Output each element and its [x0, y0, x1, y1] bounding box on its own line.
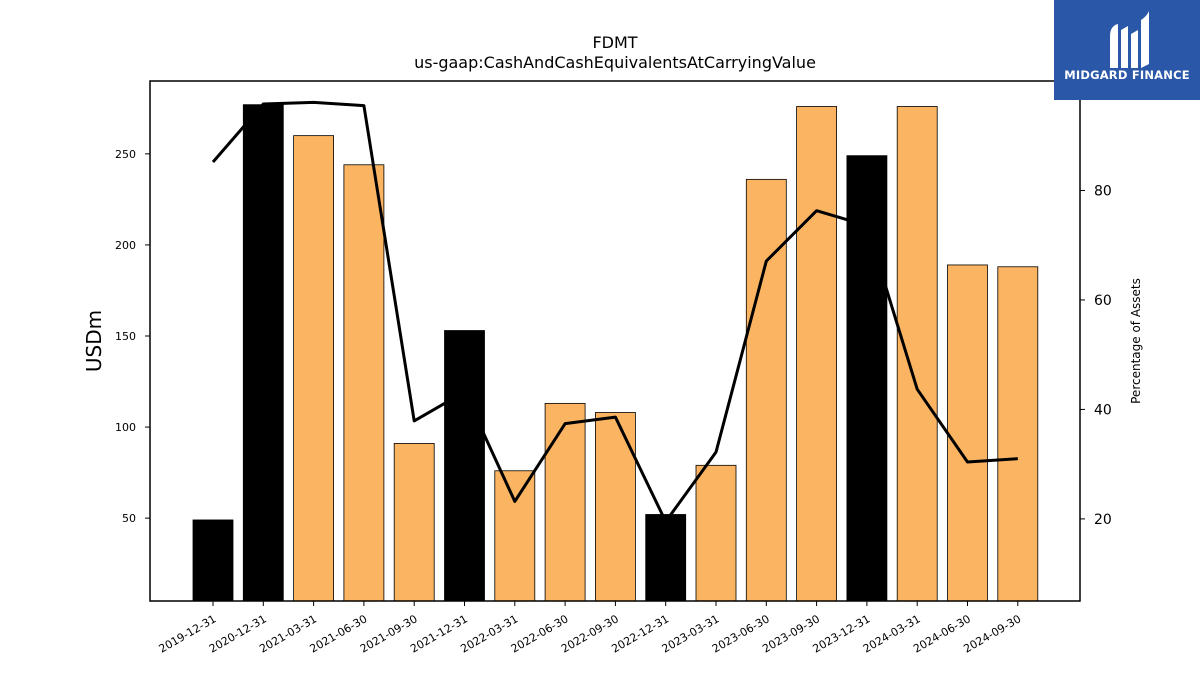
y-axis-label: USDm: [82, 310, 106, 372]
x-tick-label: 2024-09-30: [961, 612, 1023, 655]
y-tick-label: 150: [115, 330, 136, 343]
bar: [242, 104, 284, 602]
bar: [896, 106, 938, 602]
bar: [997, 266, 1039, 602]
bar: [645, 514, 687, 602]
bar: [595, 412, 636, 602]
brand-name: MIDGARD FINANCE: [1064, 68, 1190, 82]
bar-series: [192, 104, 1039, 602]
midgard-logo-icon: [1110, 11, 1149, 68]
bar: [343, 164, 385, 602]
x-axis-ticks: 2019-12-312020-12-312021-03-312021-06-30…: [157, 601, 1023, 656]
chart-subtitle: us-gaap:CashAndCashEquivalentsAtCarrying…: [414, 53, 816, 72]
bar: [494, 470, 536, 602]
bar: [695, 464, 737, 602]
bar: [293, 135, 335, 602]
y-tick-label: 250: [115, 148, 136, 161]
chart-title: FDMT: [592, 33, 637, 52]
bar: [947, 264, 988, 602]
y2-axis-ticks: 20 40 60 80: [1080, 183, 1112, 528]
brand-logo: MIDGARD FINANCE: [1054, 0, 1200, 100]
bar: [393, 443, 435, 602]
y2-tick-label: 40: [1094, 402, 1112, 418]
y2-tick-label: 20: [1094, 512, 1112, 528]
bar: [796, 106, 837, 602]
line-series: [211, 100, 1018, 524]
y-tick-label: 100: [115, 421, 136, 434]
series-line: [211, 100, 1018, 524]
bar: [745, 178, 787, 602]
y2-axis-label: Percentage of Assets: [1129, 278, 1143, 404]
y2-tick-label: 80: [1094, 183, 1112, 199]
bar: [192, 519, 234, 602]
y-tick-label: 50: [122, 512, 136, 525]
y2-tick-label: 60: [1094, 293, 1112, 309]
y-axis-ticks: 50 100 150 200 250: [115, 148, 150, 525]
y-tick-label: 200: [115, 239, 136, 252]
bar: [544, 402, 586, 602]
bar: [444, 330, 485, 602]
